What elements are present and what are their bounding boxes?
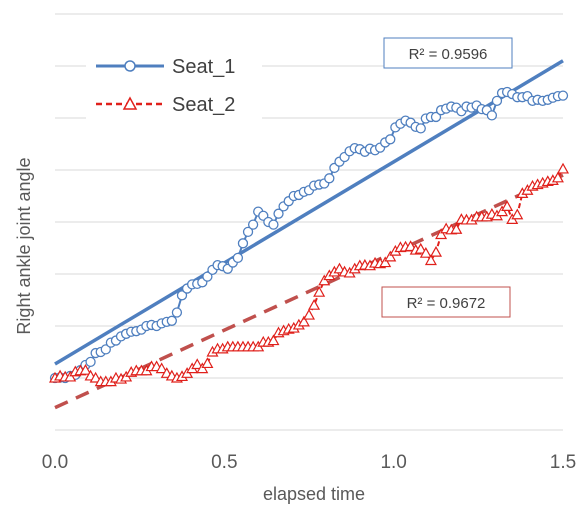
- data-point-seat-1: [557, 90, 569, 101]
- data-point-seat-2: [196, 362, 209, 374]
- x-tick-labels: 0.0 0.5 1.0 1.5: [42, 452, 576, 473]
- data-point-seat-2: [511, 208, 524, 220]
- data-point-seat-1: [486, 110, 498, 121]
- data-point-seat-1: [324, 173, 335, 184]
- x-tick-label: 1.5: [550, 452, 576, 473]
- data-point-seat-2: [297, 315, 310, 327]
- data-point-seat-2: [424, 254, 437, 266]
- data-point-seat-1: [232, 252, 244, 264]
- legend-item-seat-1: Seat_1: [96, 56, 235, 78]
- data-point-seat-2: [191, 358, 204, 370]
- data-point-seat-2: [308, 298, 321, 310]
- data-point-seat-1: [415, 123, 426, 134]
- r2-label-seat-1: R² = 0.9596: [383, 37, 513, 69]
- y-axis-title: Right ankle joint angle: [14, 157, 34, 334]
- data-point-seat-2: [404, 240, 417, 252]
- r2-label-seat-2: R² = 0.9672: [381, 286, 511, 318]
- data-point-seat-1: [166, 315, 177, 326]
- data-point-seat-1: [202, 271, 213, 282]
- data-point-seat-2: [318, 274, 331, 286]
- data-point-seat-2: [79, 363, 92, 375]
- series-line-seat-2: [54, 168, 564, 383]
- legend-marker-seat-2: [122, 96, 138, 110]
- x-axis-title: elapsed time: [263, 484, 365, 504]
- series-group: [48, 86, 570, 387]
- data-point-seat-1: [176, 290, 188, 301]
- data-point-seat-1: [100, 344, 111, 355]
- data-point-seat-2: [267, 334, 280, 346]
- data-point-seat-2: [450, 223, 463, 234]
- data-point-seat-2: [384, 250, 397, 262]
- x-tick-label: 1.0: [380, 452, 406, 473]
- data-point-seat-1: [268, 219, 279, 230]
- data-point-seat-2: [435, 228, 448, 240]
- data-point-seat-1: [171, 307, 183, 318]
- legend-marker-seat-1: [124, 60, 136, 72]
- r2-box-seat-2: [381, 286, 511, 318]
- data-point-seat-1: [385, 134, 396, 145]
- legend: Seat_1 Seat_2: [86, 50, 262, 120]
- data-point-seat-2: [556, 162, 570, 174]
- x-tick-label: 0.5: [211, 452, 237, 473]
- data-point-seat-1: [273, 208, 284, 219]
- x-tick-label: 0.0: [42, 452, 68, 473]
- data-point-seat-1: [247, 219, 259, 230]
- data-point-seat-2: [302, 308, 316, 320]
- data-point-seat-2: [155, 362, 168, 374]
- legend-background: [86, 50, 262, 120]
- data-point-seat-1: [491, 95, 503, 106]
- data-point-seat-2: [89, 371, 102, 383]
- legend-label-seat-2: Seat_2: [172, 94, 235, 116]
- data-point-seat-2: [64, 370, 77, 382]
- data-point-seat-2: [551, 171, 564, 183]
- legend-label-seat-1: Seat_1: [172, 56, 235, 78]
- data-point-seat-2: [429, 245, 443, 257]
- data-point-seat-2: [419, 246, 432, 258]
- data-point-seat-1: [430, 111, 442, 123]
- data-point-seat-2: [379, 256, 392, 268]
- data-point-seat-2: [201, 357, 214, 369]
- r2-text-seat-1: R² = 0.9596: [409, 46, 488, 63]
- r2-box-seat-1: [383, 37, 513, 69]
- r2-text-seat-2: R² = 0.9672: [407, 295, 486, 312]
- data-point-seat-1: [85, 356, 96, 368]
- legend-item-seat-2: Seat_2: [96, 94, 235, 116]
- data-point-seat-1: [237, 238, 249, 249]
- data-point-seat-1: [242, 226, 254, 238]
- data-point-seat-2: [414, 242, 427, 254]
- data-point-seat-2: [496, 205, 509, 217]
- data-point-seat-2: [313, 285, 326, 297]
- data-point-seat-2: [501, 200, 514, 211]
